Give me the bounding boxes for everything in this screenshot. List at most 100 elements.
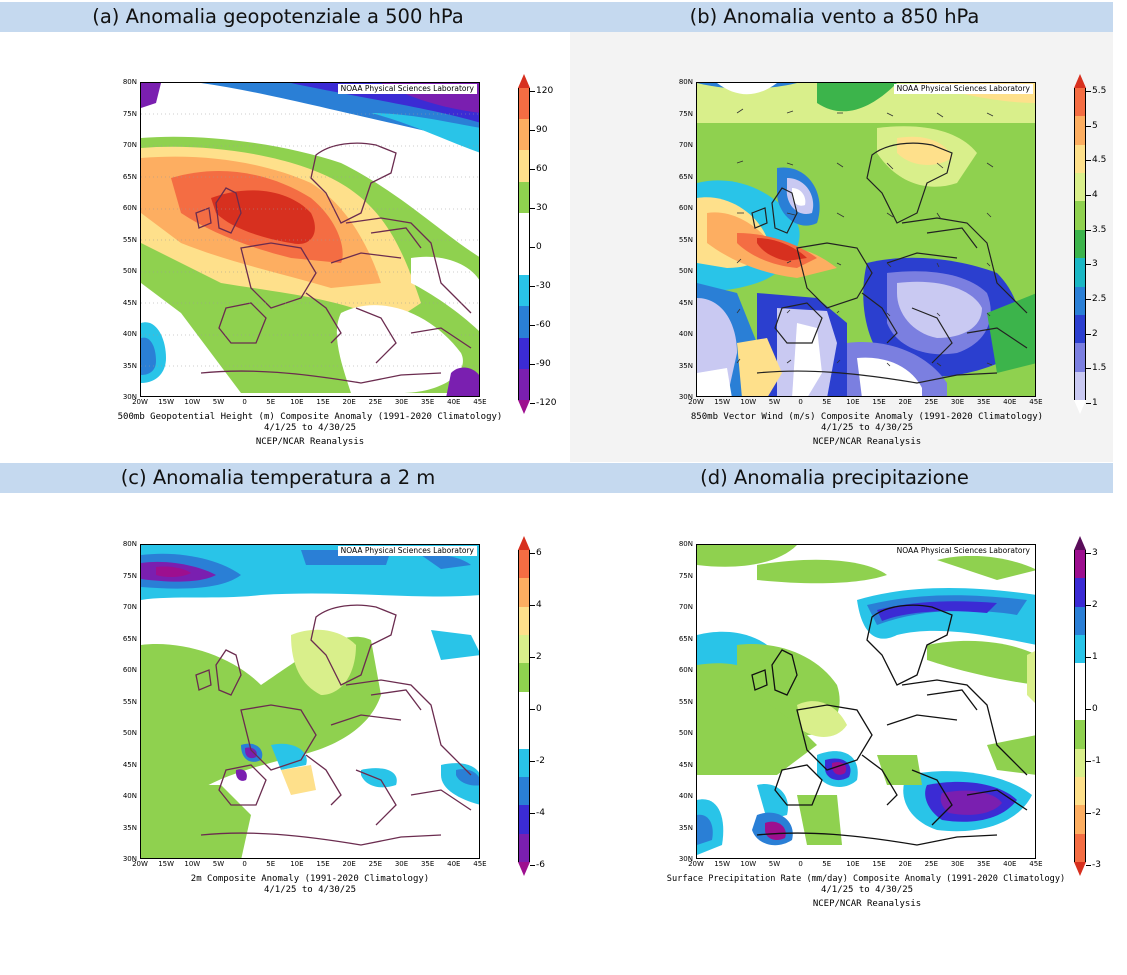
panel-c-caption-2: 4/1/25 to 4/30/25 [263,885,357,895]
colorbar-segment [1074,720,1086,749]
lon-tick-label: 10E [846,398,860,406]
lon-tick-label: 40E [1003,860,1017,868]
lon-tick-label: 10E [290,398,304,406]
colorbar-segment [1074,286,1086,315]
lon-tick-label: 5W [212,398,225,406]
panel-d-credit: NOAA Physical Sciences Laboratory [893,546,1033,556]
colorbar [1074,74,1086,414]
lon-tick-label: 20W [688,860,704,868]
lon-tick-label: 30E [394,398,409,406]
lon-tick-label: 25E [924,398,939,406]
panel-c-caption-1: 2m Composite Anomaly (1991-2020 Climatol… [190,874,430,884]
lat-tick-label: 45N [122,298,137,307]
lat-tick-label: 30N [122,393,137,401]
lat-tick-label: 75N [122,109,137,118]
lat-tick-label: 65N [678,634,693,643]
colorbar-segment [518,833,530,862]
colorbar-tick-label: 2.5 [1085,294,1107,304]
colorbar-tick-label: 5 [1086,120,1098,131]
colorbar-segment [1074,173,1086,202]
colorbar-segment [1074,691,1086,721]
panel-c-map: NOAA Physical Sciences Laboratory [140,544,480,859]
lat-tick-label: 75N [678,571,693,580]
lat-tick-label: 50N [678,267,693,275]
colorbar-tick-label: -3 [1086,860,1101,870]
panel-a-caption-1: 500mb Geopotential Height (m) Composite … [117,412,503,422]
colorbar-tick-label: 3.5 [1085,224,1107,235]
lon-tick-label: 25E [368,860,383,868]
colorbar-segment [1074,116,1086,145]
colorbar-segment [518,635,530,664]
panel-b-caption-3: NCEP/NCAR Reanalysis [812,437,922,447]
panel-b-caption-1: 850mb Vector Wind (m/s) Composite Anomal… [690,412,1044,422]
lon-tick-label: 45E [1029,398,1043,406]
lat-tick-label: 65N [122,634,137,643]
colorbar-tick-label: 1 [1086,652,1098,662]
lat-tick-label: 55N [122,235,137,244]
panel-d-caption-1: Surface Precipitation Rate (mm/day) Comp… [666,874,1066,884]
colorbar-tick-label: -60 [530,320,551,330]
colorbar-segment [1074,201,1086,230]
colorbar-tick-label: 2 [1086,600,1098,610]
lat-tick-label: 30N [678,393,693,401]
lat-tick-label: 45N [122,760,137,769]
colorbar-segment [518,212,530,244]
lat-tick-label: 70N [122,141,137,149]
colorbar-tick-label: 2 [1086,328,1098,339]
lat-tick-label: 40N [122,792,137,800]
lon-tick-label: 20E [342,398,356,406]
colorbar-segment [518,119,530,151]
lat-tick-label: 60N [122,666,137,674]
lon-tick-label: 20W [688,398,704,406]
colorbar-tick-label: -30 [530,281,551,291]
colorbar-tick-label: 5.5 [1085,86,1107,96]
lon-tick-label: 5E [822,398,832,406]
colorbar-segment [518,578,530,607]
lon-tick-label: 25E [368,398,383,406]
lon-tick-label: 35E [976,860,991,868]
lat-tick-label: 50N [122,729,137,737]
colorbar-tick-label: 90 [529,125,548,135]
lat-tick-label: 80N [678,78,693,86]
lat-tick-label: 80N [678,540,693,548]
lat-tick-label: 65N [122,172,137,181]
colorbar-segment [1074,606,1086,636]
lon-tick-label: 5W [768,398,781,406]
colorbar-bottom-arrow [518,399,530,414]
colorbar-tick-label: -6 [530,860,545,870]
colorbar-segment [518,691,530,721]
lon-tick-label: 10W [740,398,757,406]
panel-b-title: (b) Anomalia vento a 850 hPa [556,2,1113,32]
colorbar-segment [1074,88,1086,117]
colorbar [518,536,530,876]
lat-tick-label: 75N [678,109,693,118]
colorbar-tick-label: 3 [1086,548,1098,558]
colorbar-segment [518,748,530,777]
lon-tick-label: 15W [714,398,731,406]
lon-tick-label: 15E [872,860,886,868]
lon-tick-label: 5E [266,398,276,406]
lat-tick-label: 45N [678,760,693,769]
colorbar-segment [518,181,530,213]
colorbar-segment [1074,663,1086,692]
lon-tick-label: 35E [420,860,435,868]
lat-tick-label: 35N [678,361,693,370]
colorbar-segment [518,306,530,338]
lon-tick-label: 0 [798,860,803,868]
colorbar-tick-label: -4 [530,808,545,818]
lat-tick-label: 80N [122,78,137,86]
lat-tick-label: 60N [122,204,137,212]
lon-tick-label: 45E [1029,860,1043,868]
panel-b-map: NOAA Physical Sciences Laboratory [696,82,1036,397]
panel-d-map: NOAA Physical Sciences Laboratory [696,544,1036,859]
lon-tick-label: 15W [158,398,175,406]
colorbar-tick-label: -90 [530,359,551,369]
colorbar-tick-label: -120 [529,398,557,408]
lat-tick-label: 35N [122,361,137,370]
lat-tick-label: 70N [678,141,693,149]
lon-tick-label: 10W [184,398,201,406]
lat-tick-label: 40N [678,792,693,800]
lon-tick-label: 40E [1003,398,1017,406]
lon-tick-label: 15E [872,398,886,406]
panel-c-credit: NOAA Physical Sciences Laboratory [337,546,477,556]
